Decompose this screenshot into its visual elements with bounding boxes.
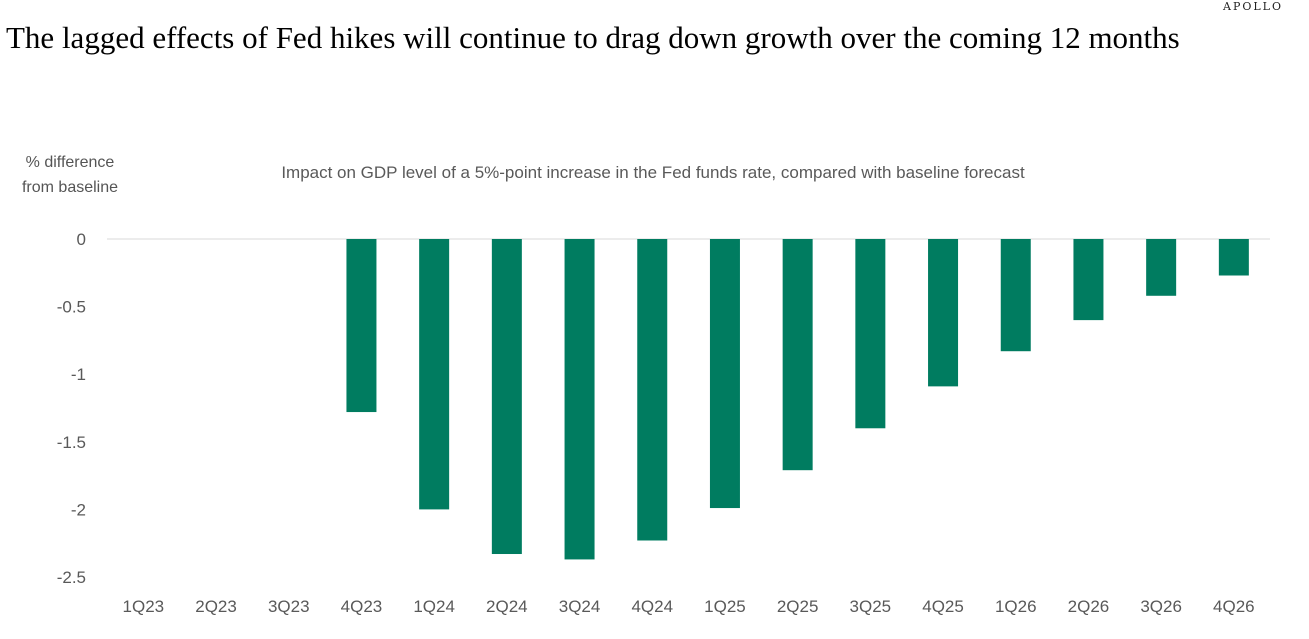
bar [1000, 239, 1031, 352]
bar [709, 239, 740, 509]
bar [1146, 239, 1177, 296]
bar [564, 239, 595, 560]
x-tick-label: 2Q24 [486, 597, 528, 616]
y-tick-label: -1 [71, 365, 86, 384]
x-tick-label: 4Q26 [1213, 597, 1255, 616]
chart-subtitle: Impact on GDP level of a 5%-point increa… [281, 163, 1025, 182]
y-tick-label: -2 [71, 500, 86, 519]
y-axis-title-line-1: % difference [26, 154, 115, 171]
x-tick-label: 3Q24 [559, 597, 601, 616]
x-tick-label: 3Q26 [1140, 597, 1182, 616]
y-tick-label: -1.5 [57, 433, 86, 452]
bar [491, 239, 522, 555]
x-tick-label: 4Q24 [631, 597, 673, 616]
x-tick-label: 1Q24 [413, 597, 455, 616]
y-tick-label: -2.5 [57, 568, 86, 587]
bars [346, 239, 1249, 560]
x-tick-label: 2Q25 [777, 597, 819, 616]
x-axis: 1Q23 2Q23 3Q23 4Q23 1Q24 2Q24 3Q24 4Q24 1Q25 2Q25… [123, 597, 1255, 616]
bar [782, 239, 813, 471]
x-tick-label: 4Q25 [922, 597, 964, 616]
bar [346, 239, 377, 413]
x-tick-label: 4Q23 [341, 597, 383, 616]
bar [1073, 239, 1104, 321]
y-axis-title-line-2: from baseline [22, 179, 118, 196]
x-tick-label: 2Q23 [195, 597, 237, 616]
y-tick-label: -0.5 [57, 298, 86, 317]
x-tick-label: 2Q26 [1068, 597, 1110, 616]
brand-logo: APOLLO [1223, 0, 1283, 13]
bar [928, 239, 959, 387]
bar [419, 239, 450, 510]
page-title: The lagged effects of Fed hikes will con… [6, 20, 1180, 55]
bar [637, 239, 668, 541]
bar [1218, 239, 1249, 276]
bar [855, 239, 886, 429]
y-axis: 0 -0.5 -1 -1.5 -2 -2.5 [57, 230, 86, 587]
y-tick-label: 0 [77, 230, 86, 249]
x-tick-label: 3Q23 [268, 597, 310, 616]
x-tick-label: 3Q25 [850, 597, 892, 616]
x-tick-label: 1Q25 [704, 597, 746, 616]
x-tick-label: 1Q26 [995, 597, 1037, 616]
x-tick-label: 1Q23 [123, 597, 165, 616]
